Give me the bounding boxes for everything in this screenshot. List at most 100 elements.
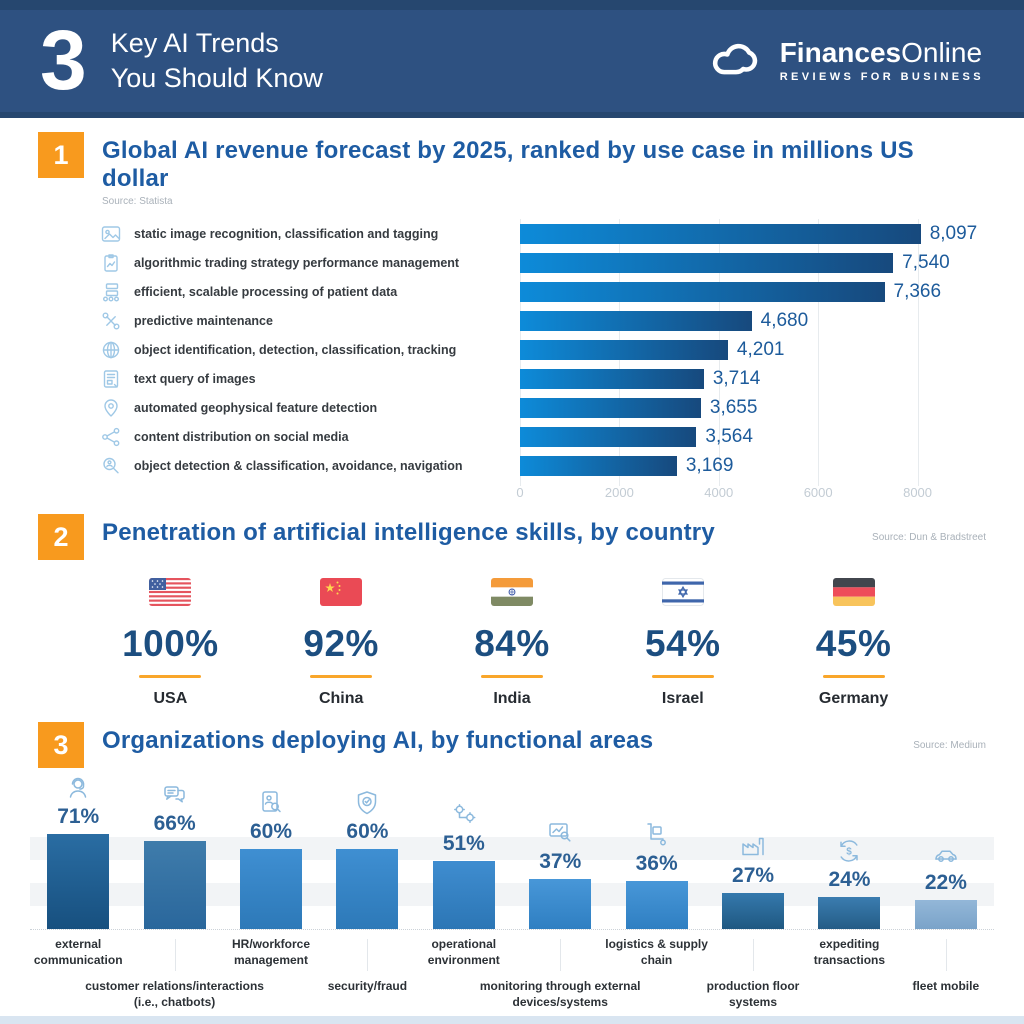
- chart1-axis-tick: 8000: [903, 485, 933, 500]
- section2-header: 2 Penetration of artificial intelligence…: [38, 514, 986, 560]
- chart1-bar: [520, 368, 704, 389]
- chart3-bar: [47, 834, 110, 929]
- chart1-bar-value: 3,564: [705, 425, 753, 447]
- chart3-label-divider: [560, 939, 562, 971]
- chart1-bar-cell: 7,366: [520, 280, 1005, 302]
- header-count: 3: [40, 13, 87, 108]
- chart1-category-label: automated geophysical feature detection: [134, 400, 378, 415]
- germany-flag-icon: [832, 578, 875, 610]
- chart1-bar-value: 7,366: [893, 280, 942, 302]
- page-title: Key AI Trends You Should Know: [111, 26, 323, 96]
- chart3-column: 27%: [705, 832, 801, 929]
- country-name: Germany: [818, 690, 889, 707]
- section-ai-skills-penetration: 2 Penetration of artificial intelligence…: [0, 514, 1024, 708]
- usa-flag-icon: [149, 578, 192, 610]
- country-percent: 54%: [645, 623, 721, 664]
- chart3-label-divider: [945, 939, 947, 971]
- predictive-maintenance-icon: [100, 309, 126, 333]
- dollar-cycle-icon: $: [834, 836, 864, 866]
- page-title-line2: You Should Know: [110, 63, 323, 93]
- chart3-category-label: customer relations/interactions (i.e., ch…: [85, 979, 264, 1009]
- section1-title-group: Global AI revenue forecast by 2025, rank…: [102, 132, 986, 207]
- chart3-column: 60%: [319, 788, 415, 929]
- chart1-category-label: object detection & classification, avoid…: [134, 458, 463, 473]
- chart3-bar: [336, 849, 399, 929]
- israel-flag-icon: [661, 578, 704, 610]
- chart3-column: 71%: [30, 773, 126, 929]
- chart1-bar: [520, 223, 921, 244]
- chart3-bar: [240, 849, 303, 929]
- chart3-bar: [818, 897, 881, 929]
- country-column: 54% Israel: [597, 578, 768, 708]
- chart1-axis-tick: 6000: [803, 485, 833, 500]
- gears-icon: [449, 800, 479, 830]
- chat-bubbles-icon: [160, 780, 190, 810]
- chart1-row: text query of images 3,714: [100, 364, 1005, 393]
- chart1-row: efficient, scalable processing of patien…: [100, 277, 1005, 306]
- section2-title: Penetration of artificial intelligence s…: [102, 519, 715, 546]
- chart3-bar-value: 27%: [732, 864, 775, 887]
- chart1-gridline: [818, 219, 820, 486]
- svg-text:$: $: [847, 846, 853, 857]
- bottom-strip: [0, 1016, 1024, 1024]
- chart3-bar: [529, 879, 592, 929]
- country-name: India: [493, 690, 531, 707]
- country-percent-row: 100% USA 92% China 84% India 54% Israel 45% Germa…: [85, 578, 939, 708]
- country-name: USA: [153, 690, 188, 707]
- chart3-bar-value: 66%: [153, 812, 196, 835]
- chart1-bar-cell: 3,714: [520, 368, 1005, 389]
- chart3-column: 36%: [608, 820, 704, 929]
- object-navigation-icon: [100, 454, 126, 478]
- chart1-row: automated geophysical feature detection 3…: [100, 393, 1005, 422]
- algorithmic-trading-icon: [100, 251, 126, 275]
- section1-title: Global AI revenue forecast by 2025, rank…: [102, 137, 914, 192]
- section3-title: Organizations deploying AI, by functiona…: [102, 727, 654, 754]
- brand-name: FinancesOnline: [780, 39, 984, 67]
- hand-truck-icon: [642, 820, 672, 850]
- section1-source: Source: Statista: [102, 196, 173, 207]
- chart3-category-label: external communication: [33, 937, 123, 967]
- percent-underline: [139, 675, 202, 678]
- security-shield-icon: [352, 788, 382, 818]
- chart1-bar-value: 3,169: [685, 454, 734, 476]
- chart1-bar: [520, 339, 728, 360]
- chart1-bar: [520, 252, 894, 273]
- chart3-bar-value: 60%: [250, 820, 293, 843]
- section-revenue-forecast: 1 Global AI revenue forecast by 2025, ra…: [0, 132, 1024, 500]
- car-icon: [931, 839, 961, 869]
- header-title-group: 3 Key AI Trends You Should Know: [40, 13, 323, 108]
- chart1-row: content distribution on social media 3,56…: [100, 422, 1005, 451]
- chart3-bar: [914, 900, 977, 929]
- chart3-label-divider: [753, 939, 754, 971]
- revenue-bar-chart: static image recognition, classification…: [100, 219, 1005, 500]
- chart1-gridline: [917, 219, 919, 486]
- percent-underline: [822, 675, 885, 678]
- patient-data-icon: [100, 280, 126, 304]
- brand-text: FinancesOnline REVIEWS FOR BUSINESS: [780, 39, 984, 84]
- chart1-x-axis: 0 2000 4000 6000 8000: [516, 480, 1007, 500]
- country-percent: 92%: [303, 623, 379, 664]
- chart1-row: predictive maintenance 4,680: [100, 306, 1005, 335]
- brand-name-bold: Finances: [779, 37, 902, 68]
- chart3-bar: [143, 841, 206, 929]
- chart1-bar-cell: 8,097: [520, 223, 1005, 244]
- chart3-category-label: security/fraud: [327, 979, 408, 993]
- chart1-category-label: content distribution on social media: [134, 429, 349, 444]
- chart3-category-label: HR/workforce management: [231, 937, 311, 967]
- chart3-bar-value: 22%: [924, 871, 967, 894]
- chart1-bar-cell: 4,201: [520, 339, 1005, 360]
- chart3-column: 66%: [126, 780, 222, 929]
- page-title-line1: Key AI Trends: [110, 27, 279, 58]
- country-column: 100% USA: [85, 578, 256, 708]
- chart1-category-label: efficient, scalable processing of patien…: [134, 284, 398, 299]
- section3-number-badge: 3: [38, 722, 84, 768]
- section3-source: Source: Medium: [913, 739, 986, 751]
- chart3-column: 60%: [223, 788, 319, 929]
- chart3-bar-value: 71%: [57, 805, 100, 828]
- chart1-category-label: object identification, detection, classi…: [134, 342, 457, 357]
- brand-logo: FinancesOnline REVIEWS FOR BUSINESS: [706, 37, 984, 85]
- hr-document-icon: [256, 788, 286, 818]
- text-query-icon: [100, 367, 126, 391]
- country-column: 84% India: [427, 578, 598, 708]
- chart1-row: static image recognition, classification…: [100, 219, 1005, 248]
